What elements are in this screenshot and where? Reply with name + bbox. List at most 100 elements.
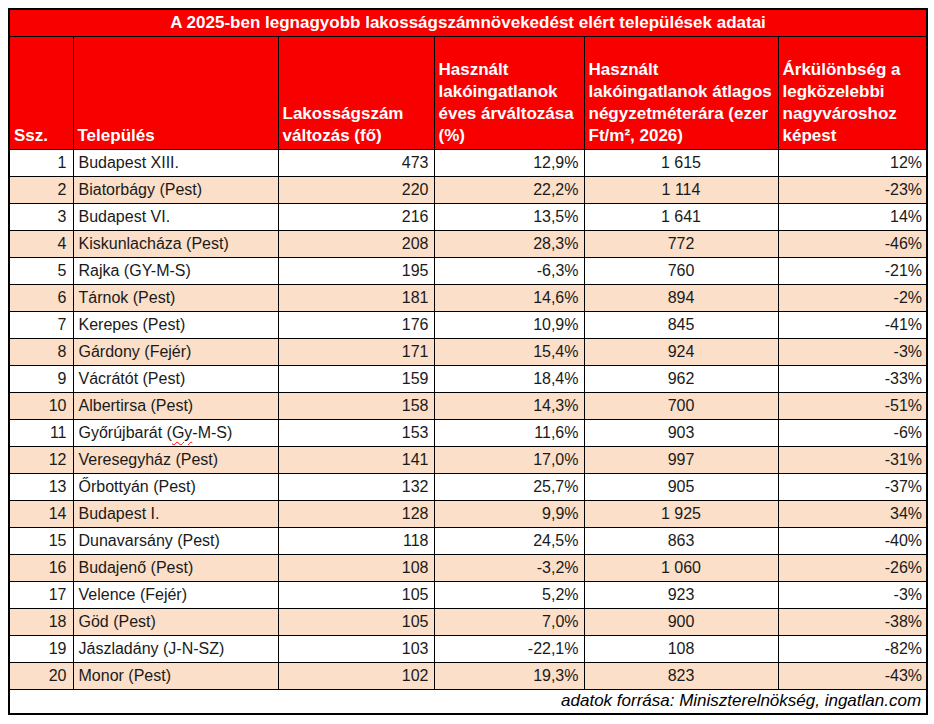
row-rank: 15 [9,527,73,554]
table-row: 3Budapest VI.21613,5%1 64114% [9,203,927,230]
table-row: 14Budapest I.1289,9%1 92534% [9,500,927,527]
row-settlement-name: Kerepes (Pest) [73,311,278,338]
row-sqm-price: 903 [584,419,778,446]
row-price-diff: -37% [778,473,927,500]
row-settlement-name: Győrújbarát (Gy-M-S) [73,419,278,446]
row-sqm-price: 1 641 [584,203,778,230]
row-sqm-price: 863 [584,527,778,554]
row-population-change: 158 [278,392,434,419]
row-rank: 5 [9,257,73,284]
row-sqm-price: 900 [584,608,778,635]
row-settlement-name: Budajenő (Pest) [73,554,278,581]
row-settlement-name: Budapest VI. [73,203,278,230]
row-sqm-price: 108 [584,635,778,662]
row-price-change: 24,5% [434,527,584,554]
row-settlement-name-text: -M-S) [192,424,232,441]
table-row: 2Biatorbágy (Pest)22022,2%1 114-23% [9,176,927,203]
row-rank: 18 [9,608,73,635]
row-settlement-name: Jászladány (J-N-SZ) [73,635,278,662]
row-settlement-name: Vácrátót (Pest) [73,365,278,392]
table-row: 17Velence (Fejér)1055,2%923-3% [9,581,927,608]
row-population-change: 171 [278,338,434,365]
row-price-diff: -21% [778,257,927,284]
row-price-change: -22,1% [434,635,584,662]
row-sqm-price: 962 [584,365,778,392]
page: A 2025-ben legnagyobb lakosságszámnöveke… [0,0,934,723]
row-settlement-name: Tárnok (Pest) [73,284,278,311]
row-price-change: 22,2% [434,176,584,203]
row-population-change: 128 [278,500,434,527]
table-row: 10Albertirsa (Pest)15814,3%700-51% [9,392,927,419]
row-price-change: 5,2% [434,581,584,608]
table-row: 16Budajenő (Pest)108-3,2%1 060-26% [9,554,927,581]
row-price-diff: -3% [778,338,927,365]
row-settlement-name: Göd (Pest) [73,608,278,635]
table-row: 4Kiskunlacháza (Pest)20828,3%772-46% [9,230,927,257]
row-price-change: 28,3% [434,230,584,257]
row-price-change: 15,4% [434,338,584,365]
row-settlement-name: Kiskunlacháza (Pest) [73,230,278,257]
row-sqm-price: 923 [584,581,778,608]
table-row: 11Győrújbarát (Gy-M-S)15311,6%903-6% [9,419,927,446]
row-population-change: 118 [278,527,434,554]
row-population-change: 176 [278,311,434,338]
footer-row: adatok forrása: Miniszterelnökség, ingat… [9,689,927,714]
table-row: 20Monor (Pest)10219,3%823-43% [9,662,927,689]
row-price-diff: 14% [778,203,927,230]
row-price-diff: -38% [778,608,927,635]
table-row: 13Őrbottyán (Pest)13225,7%905-37% [9,473,927,500]
row-population-change: 153 [278,419,434,446]
row-rank: 13 [9,473,73,500]
row-population-change: 181 [278,284,434,311]
row-settlement-name: Monor (Pest) [73,662,278,689]
row-price-diff: 34% [778,500,927,527]
row-price-diff: -51% [778,392,927,419]
settlements-table: A 2025-ben legnagyobb lakosságszámnöveke… [8,8,928,715]
row-sqm-price: 823 [584,662,778,689]
row-sqm-price: 924 [584,338,778,365]
row-settlement-name: Veresegyház (Pest) [73,446,278,473]
row-price-diff: -43% [778,662,927,689]
row-sqm-price: 894 [584,284,778,311]
column-header-price-diff: Árkülönbség a legközelebbi nagyvároshoz … [778,36,927,149]
row-population-change: 108 [278,554,434,581]
row-sqm-price: 905 [584,473,778,500]
header-row: Ssz. Település Lakosságszám változás (fő… [9,36,927,149]
row-sqm-price: 997 [584,446,778,473]
row-rank: 20 [9,662,73,689]
row-population-change: 195 [278,257,434,284]
table-row: 15Dunavarsány (Pest)11824,5%863-40% [9,527,927,554]
row-population-change: 159 [278,365,434,392]
row-price-change: 25,7% [434,473,584,500]
table-row: 12Veresegyház (Pest)14117,0%997-31% [9,446,927,473]
row-price-diff: -6% [778,419,927,446]
row-price-change: 17,0% [434,446,584,473]
column-header-population-change: Lakosságszám változás (fő) [278,36,434,149]
table-row: 6Tárnok (Pest)18114,6%894-2% [9,284,927,311]
row-sqm-price: 1 615 [584,149,778,176]
title-row: A 2025-ben legnagyobb lakosságszámnöveke… [9,9,927,36]
row-settlement-name: Velence (Fejér) [73,581,278,608]
row-price-diff: -40% [778,527,927,554]
row-rank: 19 [9,635,73,662]
row-rank: 10 [9,392,73,419]
row-rank: 9 [9,365,73,392]
row-price-change: 14,3% [434,392,584,419]
table-row: 8Gárdony (Fejér)17115,4%924-3% [9,338,927,365]
table-body: 1Budapest XIII.47312,9%1 61512%2Biatorbá… [9,149,927,689]
row-price-change: 18,4% [434,365,584,392]
row-population-change: 220 [278,176,434,203]
row-price-change: 14,6% [434,284,584,311]
column-header-settlement: Település [73,36,278,149]
row-population-change: 105 [278,608,434,635]
row-price-change: 7,0% [434,608,584,635]
row-rank: 11 [9,419,73,446]
row-settlement-name: Őrbottyán (Pest) [73,473,278,500]
row-price-change: 11,6% [434,419,584,446]
row-rank: 17 [9,581,73,608]
row-rank: 3 [9,203,73,230]
row-population-change: 216 [278,203,434,230]
row-population-change: 132 [278,473,434,500]
row-price-change: 12,9% [434,149,584,176]
row-population-change: 103 [278,635,434,662]
